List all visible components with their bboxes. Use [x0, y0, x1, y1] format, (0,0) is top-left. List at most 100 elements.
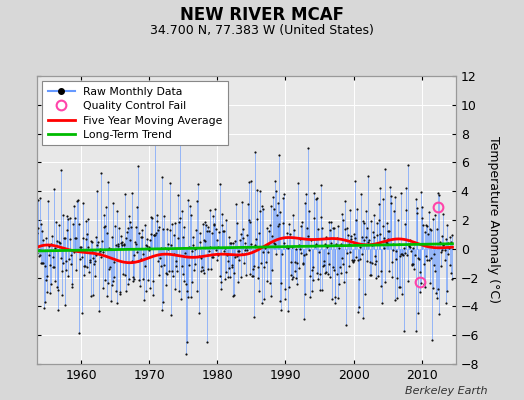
- Point: [327, 239, 335, 246]
- Point: [38, 228, 46, 234]
- Point: [118, 238, 127, 245]
- Point: [437, 262, 445, 269]
- Point: [417, 280, 425, 286]
- Point: [227, 240, 235, 246]
- Point: [406, 244, 414, 250]
- Point: [298, 260, 307, 266]
- Point: [446, 262, 454, 269]
- Point: [276, 298, 285, 305]
- Point: [169, 251, 178, 258]
- Point: [138, 226, 146, 233]
- Point: [405, 243, 413, 249]
- Point: [171, 286, 179, 292]
- Point: [300, 316, 309, 322]
- Point: [44, 198, 52, 204]
- Point: [377, 283, 386, 290]
- Point: [302, 191, 310, 197]
- Point: [260, 296, 268, 302]
- Point: [162, 270, 170, 276]
- Point: [210, 221, 218, 228]
- Point: [163, 240, 172, 247]
- Point: [54, 239, 63, 245]
- Point: [325, 227, 334, 233]
- Point: [394, 216, 402, 223]
- Point: [439, 210, 447, 217]
- Point: [258, 202, 266, 209]
- Point: [128, 274, 137, 280]
- Point: [203, 265, 212, 272]
- Point: [48, 233, 56, 239]
- Point: [290, 259, 299, 266]
- Point: [438, 233, 446, 239]
- Point: [314, 226, 322, 232]
- Point: [378, 300, 386, 306]
- Point: [383, 220, 391, 226]
- Point: [254, 264, 262, 271]
- Point: [220, 227, 228, 234]
- Point: [261, 244, 269, 251]
- Point: [279, 195, 287, 201]
- Point: [376, 184, 385, 191]
- Text: 34.700 N, 77.383 W (United States): 34.700 N, 77.383 W (United States): [150, 24, 374, 37]
- Point: [167, 242, 176, 248]
- Point: [190, 267, 198, 274]
- Point: [147, 214, 156, 220]
- Point: [180, 224, 188, 230]
- Point: [41, 276, 50, 283]
- Point: [392, 275, 401, 281]
- Point: [222, 269, 230, 275]
- Point: [447, 276, 456, 282]
- Point: [318, 225, 326, 231]
- Point: [412, 328, 420, 334]
- Point: [221, 245, 230, 251]
- Point: [444, 240, 452, 246]
- Point: [179, 270, 187, 277]
- Point: [330, 224, 338, 231]
- Point: [410, 266, 418, 272]
- Point: [415, 256, 423, 262]
- Point: [57, 255, 66, 261]
- Point: [64, 216, 72, 223]
- Point: [81, 218, 90, 224]
- Point: [71, 214, 79, 221]
- Point: [234, 248, 242, 254]
- Point: [259, 206, 268, 212]
- Point: [80, 272, 89, 279]
- Point: [50, 186, 59, 192]
- Point: [89, 254, 97, 261]
- Point: [72, 235, 81, 241]
- Point: [145, 244, 153, 250]
- Point: [196, 268, 205, 274]
- Point: [429, 216, 438, 222]
- Point: [136, 234, 145, 240]
- Point: [248, 273, 257, 280]
- Point: [388, 274, 397, 280]
- Point: [215, 273, 224, 280]
- Point: [334, 222, 342, 229]
- Point: [109, 200, 117, 206]
- Point: [158, 306, 167, 313]
- Point: [281, 296, 290, 303]
- Point: [70, 248, 79, 255]
- Point: [160, 213, 169, 219]
- Point: [239, 226, 248, 232]
- Point: [265, 228, 273, 234]
- Point: [251, 242, 259, 248]
- Point: [81, 262, 89, 269]
- Point: [115, 288, 124, 295]
- Point: [357, 234, 366, 240]
- Point: [255, 288, 264, 294]
- Point: [68, 281, 76, 288]
- Point: [121, 272, 129, 279]
- Point: [52, 219, 60, 225]
- Point: [157, 174, 166, 180]
- Point: [411, 196, 420, 202]
- Point: [406, 237, 414, 243]
- Point: [63, 213, 72, 220]
- Point: [146, 237, 155, 243]
- Point: [269, 194, 277, 201]
- Point: [374, 273, 382, 280]
- Point: [335, 245, 343, 251]
- Point: [430, 262, 439, 268]
- Point: [217, 286, 225, 292]
